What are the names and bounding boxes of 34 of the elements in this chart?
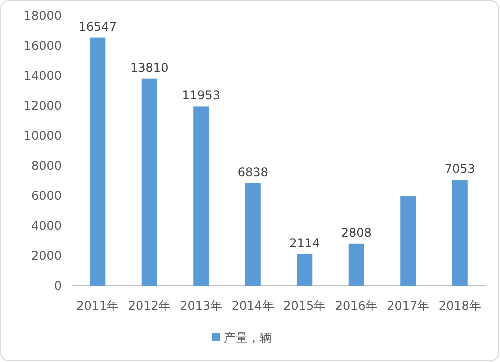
y-tick-label: 2000: [31, 249, 62, 263]
y-tick-label: 10000: [24, 129, 62, 143]
data-label: 7053: [444, 162, 476, 176]
bar: [452, 180, 468, 286]
data-label: 6838: [238, 165, 268, 180]
y-tick-label: 12000: [24, 99, 62, 113]
legend-label: 产量，辆: [224, 331, 272, 345]
bar: [142, 78, 158, 286]
bar: [90, 38, 106, 286]
data-label: 16547: [78, 20, 117, 34]
x-tick-label: 2015年: [284, 299, 326, 313]
data-label: 13810: [130, 60, 169, 75]
x-tick-label: 2013年: [180, 299, 223, 313]
bar: [194, 106, 210, 286]
x-tick-label: 2014年: [232, 299, 274, 313]
bar: [297, 254, 313, 286]
bar: [245, 183, 261, 286]
y-tick-label: 4000: [31, 219, 62, 233]
y-tick-label: 0: [54, 279, 62, 293]
y-tick-label: 16000: [24, 39, 62, 53]
data-label: 11953: [182, 88, 220, 103]
y-tick-label: 18000: [24, 9, 62, 23]
y-tick-label: 6000: [31, 189, 62, 203]
data-label: 2808: [341, 226, 372, 240]
y-tick-label: 14000: [24, 69, 62, 83]
bar: [348, 244, 364, 286]
x-tick-label: 2011年: [76, 299, 120, 313]
y-tick-label: 8000: [31, 159, 62, 173]
bar: [400, 196, 416, 286]
x-tick-label: 2017年: [387, 299, 430, 313]
data-label: 2114: [290, 236, 320, 250]
x-tick-label: 2018年: [438, 299, 482, 313]
x-tick-label: 2016年: [335, 299, 378, 313]
x-tick-label: 2012年: [128, 299, 171, 313]
